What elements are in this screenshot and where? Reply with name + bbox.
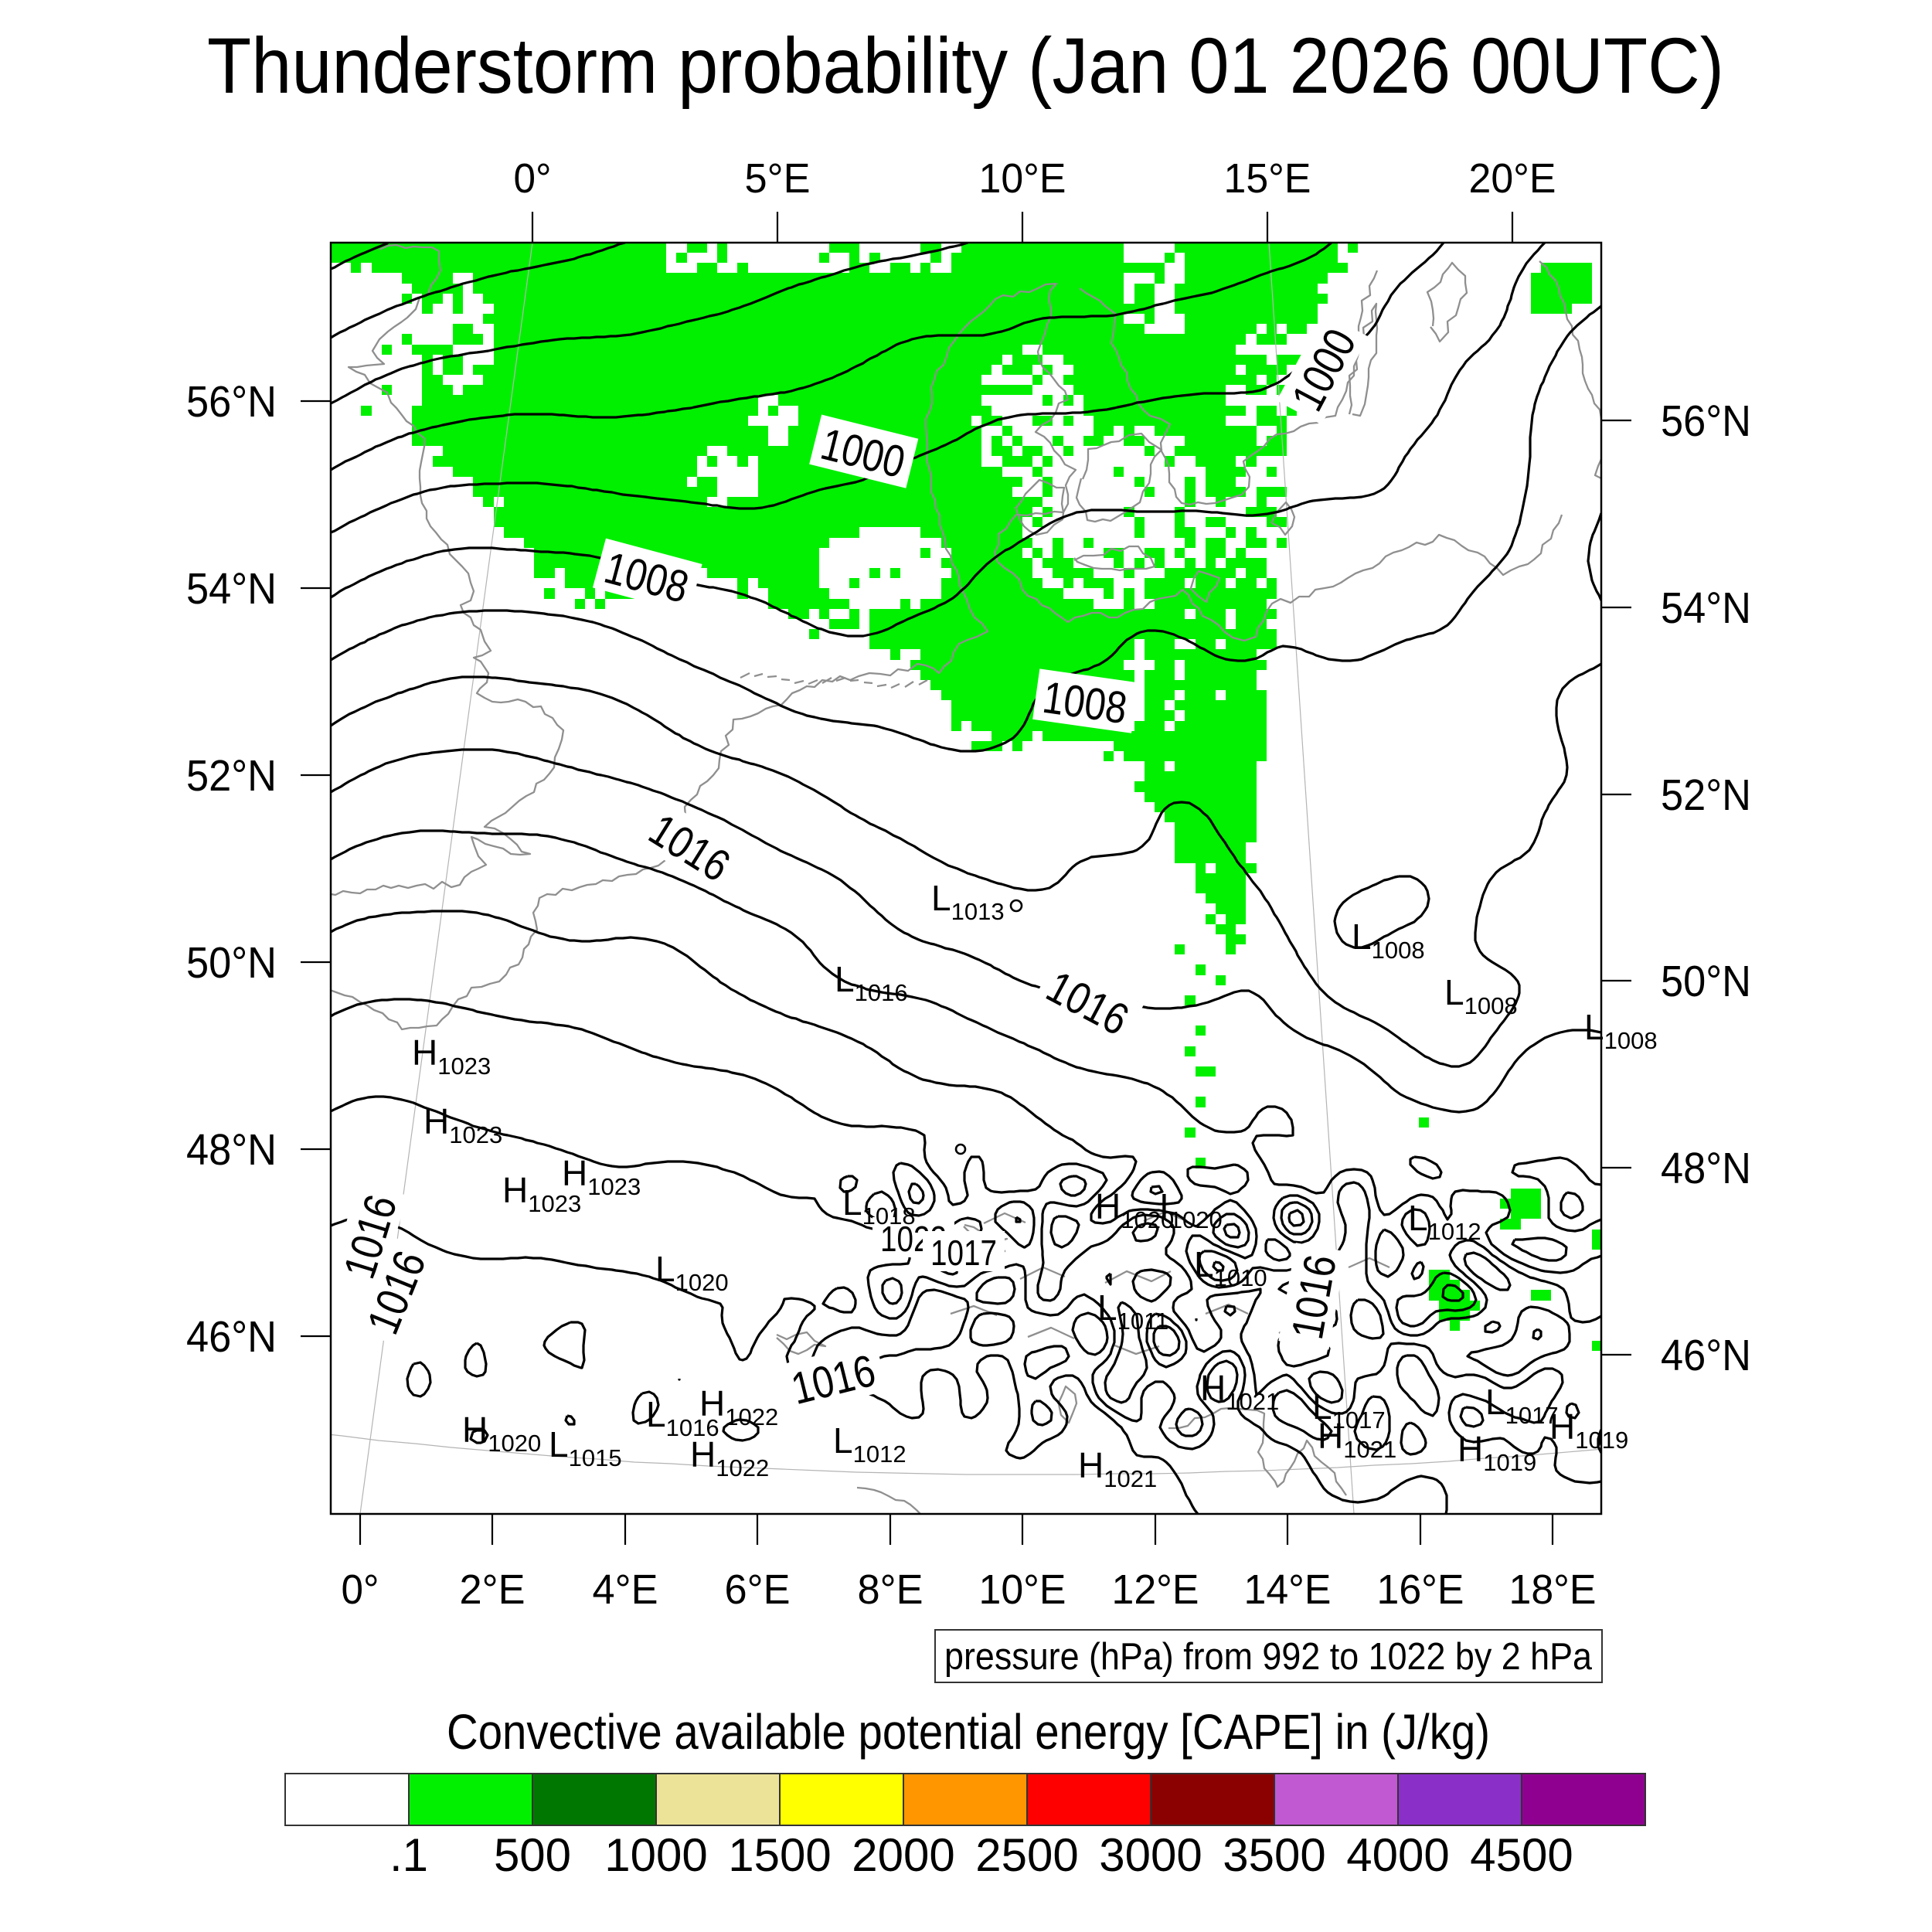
svg-text:L1008: L1008 [1584,1007,1658,1054]
svg-text:L1011: L1011 [1097,1287,1168,1335]
svg-text:15°E: 15°E [1224,155,1311,202]
svg-text:H1023: H1023 [412,1032,491,1080]
svg-text:3500: 3500 [1223,1829,1325,1881]
svg-text:20°E: 20°E [1469,155,1556,202]
svg-text:L1013: L1013 [931,878,1005,925]
svg-text:L1015: L1015 [549,1424,622,1471]
svg-text:H1019: H1019 [1458,1429,1536,1476]
svg-text:Convective available potential: Convective available potential energy [C… [447,1704,1490,1760]
svg-text:5°E: 5°E [745,155,811,202]
svg-text:2°E: 2°E [460,1566,526,1613]
svg-text:L1018: L1018 [842,1182,916,1230]
svg-text:1000: 1000 [604,1829,707,1881]
svg-text:Thunderstorm probability (Jan: Thunderstorm probability (Jan 01 2026 00… [207,22,1724,110]
svg-text:48°N: 48°N [186,1125,277,1175]
svg-text:L1008: L1008 [1352,917,1425,964]
svg-text:52°N: 52°N [186,751,277,801]
svg-text:4500: 4500 [1470,1829,1573,1881]
svg-text:6°E: 6°E [725,1566,791,1613]
svg-text:10°E: 10°E [979,155,1066,202]
svg-text:L1012: L1012 [833,1420,906,1468]
svg-text:12°E: 12°E [1112,1566,1199,1613]
svg-text:50°N: 50°N [186,938,277,988]
svg-text:8°E: 8°E [858,1566,923,1613]
svg-text:1017: 1017 [930,1233,997,1273]
svg-text:18°E: 18°E [1509,1566,1597,1613]
svg-text:L1017: L1017 [1485,1382,1559,1429]
svg-text:0°: 0° [342,1566,379,1613]
svg-text:10°E: 10°E [979,1566,1066,1613]
svg-text:H1020: H1020 [462,1410,541,1457]
svg-text:4°E: 4°E [593,1566,658,1613]
svg-text:L1017: L1017 [1312,1386,1386,1434]
svg-text:H1023: H1023 [423,1101,502,1148]
svg-text:2500: 2500 [975,1829,1078,1881]
svg-text:14°E: 14°E [1244,1566,1332,1613]
svg-text:52°N: 52°N [1661,770,1751,820]
svg-text:56°N: 56°N [1661,396,1751,446]
svg-text:.1: .1 [389,1829,428,1881]
svg-text:L1016: L1016 [835,959,908,1006]
svg-text:1016: 1016 [787,1345,880,1414]
svg-text:H1021: H1021 [1200,1368,1279,1415]
svg-text:46°N: 46°N [1661,1331,1751,1380]
svg-text:4000: 4000 [1346,1829,1449,1881]
svg-text:1008: 1008 [1039,672,1130,734]
svg-text:46°N: 46°N [186,1312,277,1362]
svg-text:1016: 1016 [1282,1251,1346,1343]
svg-text:1500: 1500 [728,1829,831,1881]
svg-text:H1022: H1022 [690,1434,769,1481]
svg-text:54°N: 54°N [186,564,277,614]
svg-text:H1019: H1019 [1549,1406,1628,1454]
svg-text:0°: 0° [514,155,552,202]
svg-text:48°N: 48°N [1661,1144,1751,1193]
svg-text:L1008: L1008 [1444,972,1518,1019]
svg-text:50°N: 50°N [1661,957,1751,1006]
svg-text:L1012: L1012 [1408,1198,1481,1245]
svg-text:500: 500 [494,1829,571,1881]
svg-text:L1020: L1020 [655,1249,729,1296]
svg-text:3000: 3000 [1099,1829,1202,1881]
svg-text:16°E: 16°E [1377,1566,1464,1613]
svg-text:I1020: I1020 [1159,1186,1223,1233]
svg-text:H1023: H1023 [502,1170,581,1217]
svg-text:56°N: 56°N [186,377,277,427]
svg-text:2000: 2000 [852,1829,954,1881]
svg-text:H1021: H1021 [1078,1445,1157,1492]
svg-text:54°N: 54°N [1661,583,1751,633]
svg-text:pressure (hPa) from 992 to 102: pressure (hPa) from 992 to 1022 by 2 hPa [944,1636,1593,1678]
